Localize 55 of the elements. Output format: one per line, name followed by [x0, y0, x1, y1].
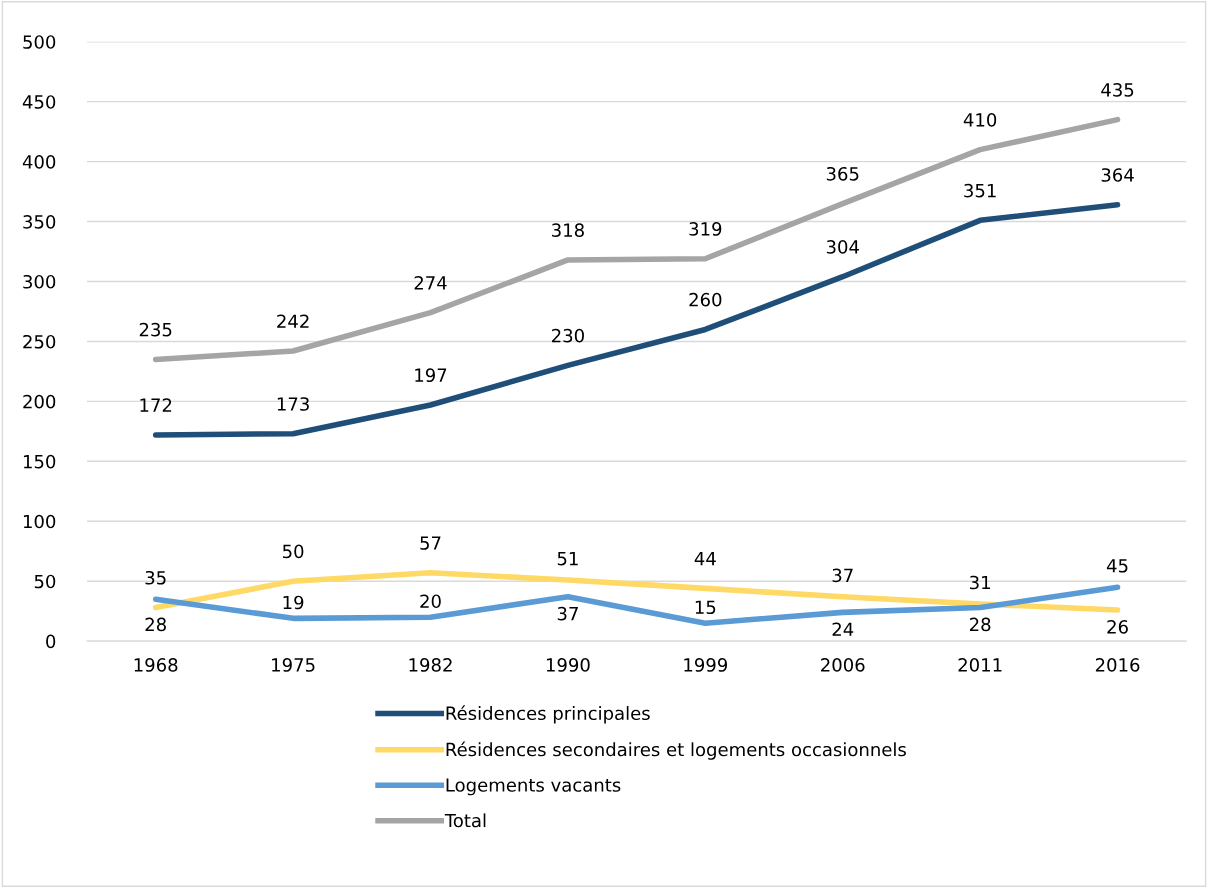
x-tick-label: 1982 — [409, 658, 452, 672]
data-label: 37 — [557, 606, 578, 621]
data-label: 197 — [415, 368, 447, 383]
data-label: 31 — [970, 575, 990, 590]
data-label: 260 — [689, 292, 722, 307]
data-label: 351 — [964, 183, 996, 198]
data-label: 28 — [969, 617, 991, 632]
y-tick-label: 100 — [23, 514, 56, 529]
y-tick-label: 50 — [34, 574, 56, 589]
y-tick-label: 300 — [23, 274, 56, 289]
y-tick-label: 150 — [23, 454, 56, 469]
data-label: 19 — [283, 595, 304, 610]
data-label: 230 — [552, 328, 584, 343]
data-label: 44 — [694, 552, 716, 566]
data-label: 45 — [1106, 559, 1128, 573]
data-label: 24 — [832, 622, 854, 636]
legend-label: Résidences principales — [446, 705, 650, 724]
x-tick-label: 2006 — [821, 658, 865, 672]
x-tick-label: 1990 — [546, 658, 590, 672]
data-label: 318 — [552, 223, 584, 237]
data-label: 15 — [695, 600, 716, 615]
data-label: 364 — [1101, 168, 1134, 182]
y-tick-label: 0 — [46, 634, 56, 649]
data-label: 26 — [1107, 620, 1128, 634]
y-tick-label: 200 — [23, 394, 56, 409]
data-label: 57 — [420, 536, 441, 550]
y-tick-label: 500 — [23, 35, 56, 49]
data-label: 274 — [414, 276, 447, 290]
x-tick-label: 2011 — [958, 658, 1002, 672]
data-label: 242 — [277, 314, 309, 328]
data-label: 319 — [689, 222, 722, 236]
legend-label: Résidences secondaires et logements occasionnels — [446, 741, 906, 760]
data-label: 35 — [145, 570, 166, 585]
x-tick-label: 2016 — [1095, 658, 1140, 672]
y-tick-label: 350 — [23, 215, 56, 229]
x-tick-label: 1999 — [684, 658, 728, 672]
y-tick-label: 250 — [23, 334, 56, 349]
data-label: 50 — [283, 544, 304, 559]
legend-label: Total — [444, 813, 486, 828]
legend-label: Logements vacants — [446, 778, 621, 796]
x-tick-label: 1968 — [134, 658, 178, 672]
data-label: 172 — [140, 398, 172, 412]
data-label: 37 — [832, 568, 853, 583]
x-tick-label: 1975 — [272, 658, 315, 672]
data-label: 20 — [420, 594, 441, 609]
data-label: 410 — [963, 113, 997, 127]
data-label: 304 — [826, 240, 859, 254]
data-label: 51 — [557, 551, 578, 566]
y-tick-label: 450 — [22, 95, 56, 109]
data-label: 235 — [139, 322, 172, 337]
data-label: 173 — [277, 397, 309, 411]
data-label: 435 — [1101, 83, 1134, 97]
data-label: 28 — [145, 617, 166, 632]
y-tick-label: 400 — [22, 155, 56, 169]
data-label: 365 — [826, 166, 859, 181]
